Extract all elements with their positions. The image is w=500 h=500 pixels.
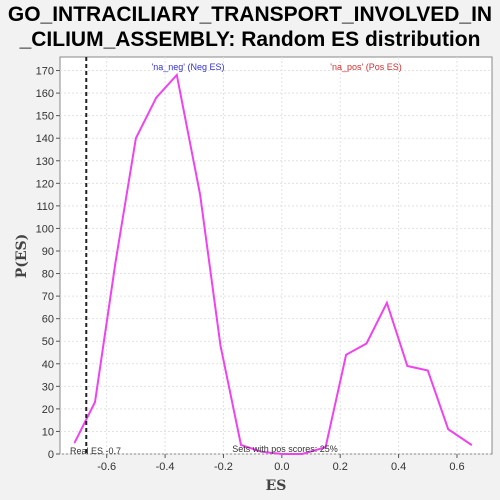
data-point — [114, 261, 117, 263]
y-tick-label: 60 — [42, 314, 54, 326]
y-tick-label: 80 — [42, 269, 54, 281]
y-axis-ticks: 0 10 20 30 40 50 60 70 80 90 100 110 120 130 140 150 160… — [36, 66, 60, 461]
data-point — [219, 345, 222, 347]
data-point — [406, 365, 408, 367]
data-point — [155, 97, 157, 99]
series-line — [73, 72, 473, 455]
y-tick-label: 160 — [36, 88, 54, 100]
data-point — [301, 453, 303, 455]
data-point — [345, 354, 347, 356]
x-axis-label: ES — [266, 478, 287, 494]
pos-scores-label: Sets with pos scores: 25% — [232, 444, 338, 454]
x-axis-ticks: -0.6 -0.4 -0.2 0.0 0.2 0.4 0.6 — [97, 454, 465, 473]
data-point — [386, 302, 388, 304]
x-tick-label: 0.6 — [449, 461, 464, 473]
x-tick-label: 0.4 — [391, 461, 406, 473]
y-tick-label: 110 — [36, 201, 54, 213]
real-es-label: Real ES -0.7 — [70, 446, 121, 456]
y-tick-label: 90 — [42, 246, 54, 258]
y-tick-label: 0 — [48, 449, 54, 461]
data-point — [281, 453, 283, 455]
y-axis-label: P(ES) — [14, 234, 30, 279]
data-point — [199, 193, 201, 196]
x-tick-label: 0.0 — [274, 461, 289, 473]
chart-title-line-2: _CILIUM_ASSEMBLY: Random ES distribution — [19, 28, 481, 51]
series-group — [73, 72, 473, 455]
x-tick-label: -0.6 — [97, 461, 116, 473]
x-tick-label: 0.2 — [333, 461, 348, 473]
data-point — [94, 401, 96, 403]
x-tick-label: -0.4 — [156, 461, 175, 473]
neg-es-label: 'na_neg' (Neg ES) — [152, 62, 225, 72]
data-point — [365, 342, 368, 345]
data-point — [176, 74, 178, 76]
chart-title-line-1: GO_INTRACILIARY_TRANSPORT_INVOLVED_IN — [7, 3, 493, 26]
y-tick-label: 70 — [42, 291, 54, 303]
pos-es-label: 'na_pos' (Pos ES) — [330, 62, 401, 72]
data-point — [135, 137, 137, 139]
y-tick-label: 100 — [36, 223, 54, 235]
y-tick-label: 120 — [36, 178, 54, 190]
data-point — [240, 444, 242, 446]
data-point — [260, 451, 263, 453]
data-point — [470, 444, 473, 446]
y-tick-label: 150 — [36, 111, 54, 123]
y-tick-label: 140 — [36, 133, 54, 145]
y-tick-label: 40 — [42, 359, 54, 371]
y-tick-label: 170 — [36, 66, 54, 78]
plot-area — [59, 56, 493, 455]
y-tick-label: 10 — [42, 426, 54, 438]
data-point — [73, 442, 76, 444]
data-point — [447, 428, 449, 430]
y-tick-label: 130 — [36, 156, 54, 168]
data-point — [325, 446, 327, 448]
y-tick-label: 20 — [42, 404, 54, 416]
y-tick-label: 30 — [42, 381, 54, 393]
data-point — [427, 369, 429, 372]
y-tick-label: 50 — [42, 336, 54, 348]
x-tick-label: -0.2 — [214, 461, 233, 473]
